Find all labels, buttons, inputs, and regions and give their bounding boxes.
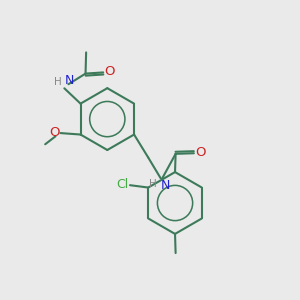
Text: H: H: [149, 179, 157, 189]
Text: N: N: [65, 74, 74, 87]
Text: O: O: [105, 65, 115, 78]
Text: H: H: [54, 77, 61, 87]
Text: O: O: [195, 146, 206, 159]
Text: N: N: [160, 179, 170, 192]
Text: Cl: Cl: [116, 178, 128, 191]
Text: O: O: [49, 126, 59, 139]
